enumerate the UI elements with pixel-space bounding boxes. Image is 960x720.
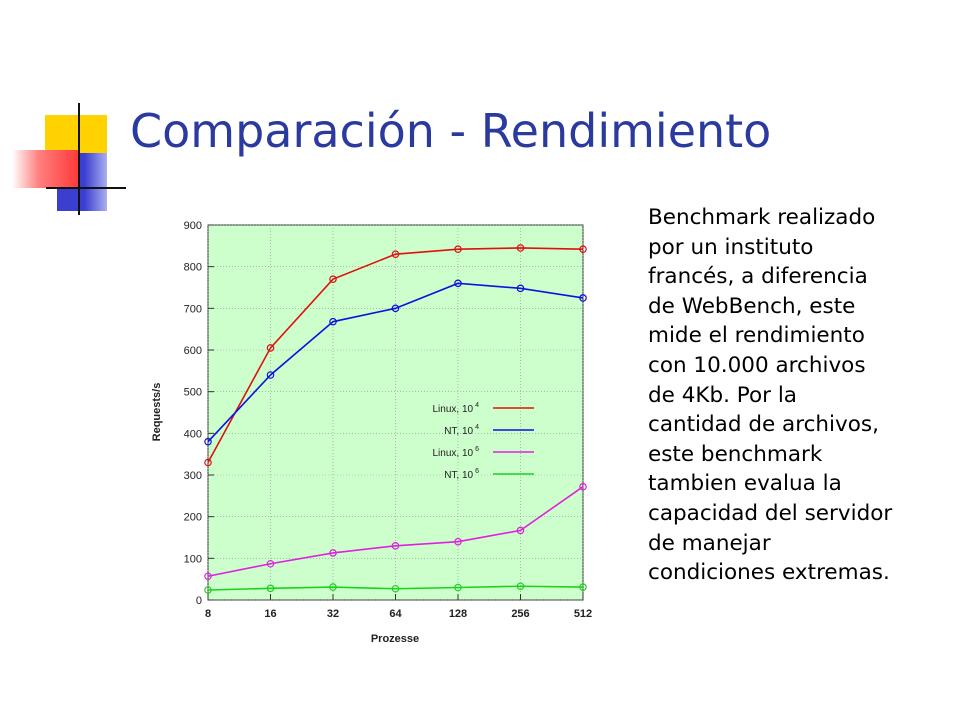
grid-lines [207, 224, 584, 601]
series-point [266, 344, 275, 352]
y-tick-label: 100 [184, 553, 202, 565]
legend-label: Linux, 10 6 [433, 446, 480, 459]
y-tick-label: 700 [184, 303, 202, 315]
x-tick-label: 512 [574, 608, 592, 620]
x-tick-label: 64 [389, 608, 402, 620]
body-line: capacidad del servidor [648, 500, 893, 526]
series-point [391, 304, 400, 313]
body-line: francés, a diferencia [648, 264, 868, 290]
series-point [454, 583, 462, 592]
series-line [207, 585, 584, 591]
body-line: de manejar [648, 530, 771, 556]
series-point [391, 584, 400, 593]
series-point [329, 549, 337, 557]
legend-name: Linux, 10 [433, 404, 474, 415]
x-tick-label: 32 [327, 608, 339, 620]
series-point [579, 583, 587, 591]
legend-exponent: 4 [475, 424, 479, 431]
series-point [516, 582, 525, 591]
legend-label: Linux, 10 4 [433, 402, 480, 415]
decor-black-line-vertical [78, 103, 80, 215]
slide-title: Comparación - Rendimiento [130, 104, 772, 158]
series-point [454, 537, 462, 546]
body-line: de WebBench, este [648, 293, 856, 319]
series-point [391, 542, 400, 550]
series-point [516, 526, 525, 535]
series-point [579, 245, 587, 253]
series-point [266, 584, 275, 593]
legend-label: NT, 10 4 [444, 424, 479, 437]
series-point [391, 250, 400, 258]
series-point [266, 371, 275, 379]
x-tick-label: 16 [264, 608, 276, 620]
series-line [207, 282, 584, 443]
x-axis-label: Prozesse [371, 633, 419, 645]
legend-name: Linux, 10 [433, 448, 474, 459]
legend-exponent: 4 [475, 402, 479, 409]
body-line: cantidad de archivos, [648, 412, 879, 438]
series-line [207, 486, 584, 578]
x-tick-label: 128 [449, 608, 467, 620]
body-line: de 4Kb. Por la [648, 382, 797, 408]
body-line: tambien evalua la [648, 471, 842, 497]
y-tick-label: 800 [184, 262, 202, 274]
slide-body-text: Benchmark realizado por un instituto franc… [648, 203, 948, 588]
series-point [204, 458, 212, 467]
body-line: Benchmark realizado [648, 205, 876, 230]
legend-exponent: 6 [475, 468, 479, 475]
series-point [329, 317, 337, 326]
series-point [454, 279, 462, 288]
series-point [579, 294, 587, 302]
decor-red-bar [12, 150, 78, 188]
body-line: condiciones extremas. [648, 560, 890, 586]
body-line: por un instituto [648, 234, 814, 260]
y-tick-label: 600 [184, 345, 202, 357]
series-point [454, 245, 462, 253]
legend-name: NT, 10 [444, 470, 473, 481]
y-tick-label: 900 [184, 220, 202, 232]
body-line: con 10.000 archivos [648, 352, 866, 378]
y-tick-label: 300 [184, 470, 202, 482]
x-tick-label: 8 [205, 608, 211, 620]
series-point [579, 482, 587, 491]
body-line: este benchmark [648, 441, 823, 467]
series-point [516, 284, 525, 293]
y-tick-label: 200 [184, 512, 202, 524]
decor-black-line-horizontal [46, 187, 126, 189]
y-tick-label: 0 [196, 595, 202, 607]
series-point [329, 583, 337, 591]
body-line: mide el rendimiento [648, 323, 865, 349]
series-group [204, 244, 587, 594]
y-tick-label: 400 [184, 428, 202, 440]
series-point [204, 572, 212, 581]
x-tick-label: 256 [511, 608, 529, 620]
series-line [207, 247, 584, 463]
x-axis-ticks: 8 16 32 64 128 256 512 [205, 594, 592, 620]
series-point [516, 244, 525, 252]
series-point [204, 437, 212, 446]
series-point [329, 275, 337, 283]
legend-name: NT, 10 [444, 426, 473, 437]
legend-exponent: 6 [475, 446, 479, 453]
y-axis-label: Requests/s [151, 383, 163, 442]
series-point [266, 559, 275, 568]
series-point [204, 586, 212, 594]
y-axis-ticks: 0 100 200 300 400 500 600 700 800 900 [184, 220, 214, 607]
legend-label: NT, 10 6 [444, 468, 479, 481]
y-tick-label: 500 [184, 387, 202, 399]
